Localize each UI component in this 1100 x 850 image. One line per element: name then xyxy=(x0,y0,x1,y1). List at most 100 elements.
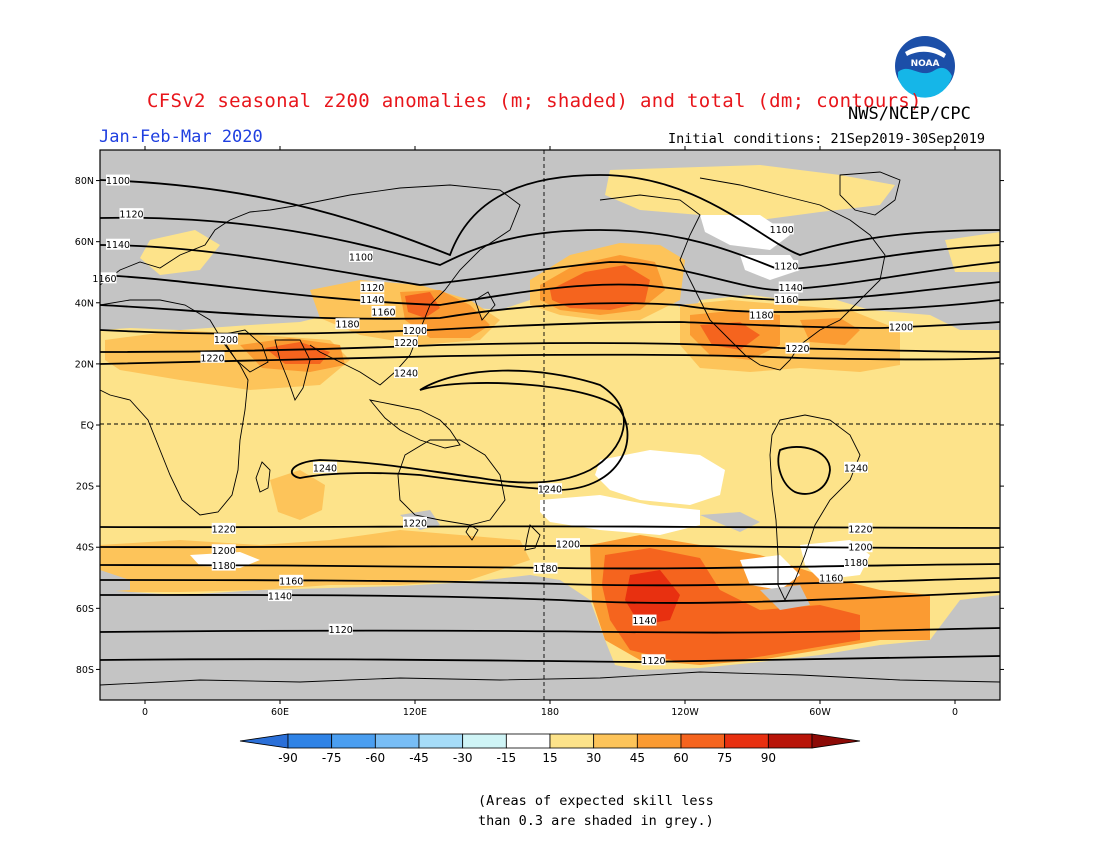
skill-note-line-2: than 0.3 are shaded in grey.) xyxy=(478,813,714,829)
svg-text:1140: 1140 xyxy=(106,240,130,251)
contour-label: 1240 xyxy=(313,461,337,474)
colorbar-swatch xyxy=(418,733,464,749)
contour-label: 1180 xyxy=(533,562,558,575)
contour-label: 1160 xyxy=(279,574,303,587)
contour-label: 1100 xyxy=(106,174,130,187)
svg-text:1200: 1200 xyxy=(556,540,580,551)
svg-text:1200: 1200 xyxy=(848,543,872,554)
svg-text:1180: 1180 xyxy=(335,320,359,331)
colorbar-swatch xyxy=(767,733,813,749)
contour-label: 1220 xyxy=(200,351,225,364)
height-contours xyxy=(100,174,1000,663)
svg-text:1220: 1220 xyxy=(200,353,224,364)
colorbar-label: 60 xyxy=(673,751,688,765)
skill-note-line-1: (Areas of expected skill less xyxy=(478,793,714,809)
lon-tick-label: 0 xyxy=(142,707,148,718)
initial-conditions: Initial conditions: 21Sep2019-30Sep2019 xyxy=(668,131,985,147)
lon-tick-label: 60E xyxy=(271,707,289,718)
contour-label: 1120 xyxy=(641,654,666,667)
lon-tick-label: 120W xyxy=(671,707,699,718)
contour-label: 1120 xyxy=(329,623,353,636)
svg-text:1120: 1120 xyxy=(360,283,384,294)
contour-label: 1200 xyxy=(848,541,873,554)
contour-label: 1160 xyxy=(92,272,117,285)
contour-label: 1200 xyxy=(889,321,913,334)
contour-label: 1140 xyxy=(268,590,292,603)
contour-label: 1220 xyxy=(403,516,427,529)
svg-text:1100: 1100 xyxy=(106,176,130,187)
contour-label: 1200 xyxy=(214,333,238,346)
colorbar-max-arrow xyxy=(811,733,861,749)
svg-text:1200: 1200 xyxy=(212,546,236,557)
contour-label: 1120 xyxy=(774,260,798,273)
contour-label: 1140 xyxy=(360,293,384,306)
colorbar-swatch xyxy=(593,733,638,749)
svg-text:1220: 1220 xyxy=(403,518,427,529)
lon-tick-label: 120E xyxy=(403,707,427,718)
contour-label: 1200 xyxy=(212,544,236,557)
colorbar-label: 90 xyxy=(761,751,776,765)
svg-text:1180: 1180 xyxy=(844,558,868,569)
forecast-period: Jan-Feb-Mar 2020 xyxy=(99,127,263,147)
contour-label: 1220 xyxy=(785,342,810,355)
svg-text:1120: 1120 xyxy=(119,210,143,221)
lat-tick-label: 40N xyxy=(75,298,94,309)
colorbar-label: -75 xyxy=(322,751,342,765)
chart-title: CFSv2 seasonal z200 anomalies (m; shaded… xyxy=(147,90,922,112)
contour-label: 1160 xyxy=(819,571,843,584)
svg-text:1120: 1120 xyxy=(774,262,798,273)
colorbar-swatch xyxy=(636,733,682,749)
contour-label: 1240 xyxy=(538,483,562,496)
contour-label: 1220 xyxy=(848,522,873,535)
skill-note: (Areas of expected skill less than 0.3 a… xyxy=(478,791,714,831)
lat-tick-label: 20N xyxy=(75,359,94,370)
contour-label: 1180 xyxy=(335,318,360,331)
svg-text:1160: 1160 xyxy=(279,576,303,587)
lon-tick-label: 0 xyxy=(952,707,958,718)
svg-text:1120: 1120 xyxy=(641,656,665,667)
contour-label: 1240 xyxy=(394,367,418,380)
longitude-axis: 0 60E 120E 180 120W 60W 0 xyxy=(142,146,958,718)
svg-text:1100: 1100 xyxy=(349,252,373,263)
svg-text:1160: 1160 xyxy=(371,307,395,318)
latitude-axis: 80N 60N 40N 20N EQ 20S 40S 60S 80S xyxy=(75,176,1004,676)
svg-text:1140: 1140 xyxy=(779,283,803,294)
contour-label: 1180 xyxy=(212,559,236,572)
svg-text:1160: 1160 xyxy=(774,295,798,306)
colorbar-swatch xyxy=(549,733,595,749)
colorbar-swatch xyxy=(462,733,507,749)
svg-text:1200: 1200 xyxy=(889,323,913,334)
contour-label: 1120 xyxy=(119,208,144,221)
lat-tick-label: EQ xyxy=(81,421,94,432)
svg-text:1240: 1240 xyxy=(538,485,562,496)
contour-labels: 1100112011401160120012201100112011401160… xyxy=(92,174,913,667)
svg-text:1100: 1100 xyxy=(770,225,794,236)
contour-label: 1140 xyxy=(106,238,130,251)
contour-label: 1180 xyxy=(749,309,774,322)
contour-label: 1240 xyxy=(844,461,868,474)
colorbar-label: 45 xyxy=(630,751,645,765)
colorbar-label: 75 xyxy=(717,751,732,765)
colorbar-swatch xyxy=(287,733,333,749)
colorbar: -90 -75 -60 -45 -30 -15 15 30 45 60 75 90 xyxy=(239,733,861,765)
colorbar-swatch xyxy=(680,733,726,749)
contour-label: 1160 xyxy=(371,305,396,318)
contour-label: 1200 xyxy=(556,538,580,551)
colorbar-min-arrow xyxy=(239,733,289,749)
svg-text:1220: 1220 xyxy=(848,524,872,535)
colorbar-label: -60 xyxy=(366,751,386,765)
contour-label: 1220 xyxy=(394,336,418,349)
svg-text:1200: 1200 xyxy=(214,335,238,346)
svg-text:1240: 1240 xyxy=(313,463,337,474)
lat-tick-label: 40S xyxy=(76,543,94,554)
reference-lines xyxy=(100,150,1000,700)
contour-label: 1140 xyxy=(779,281,803,294)
svg-text:1180: 1180 xyxy=(533,564,557,575)
svg-text:1180: 1180 xyxy=(212,561,236,572)
colorbar-swatch xyxy=(505,733,551,749)
noaa-logo-icon: NOAA xyxy=(895,36,955,98)
svg-text:1240: 1240 xyxy=(844,463,868,474)
contour-label: 1220 xyxy=(212,522,236,535)
colorbar-label: 30 xyxy=(586,751,601,765)
